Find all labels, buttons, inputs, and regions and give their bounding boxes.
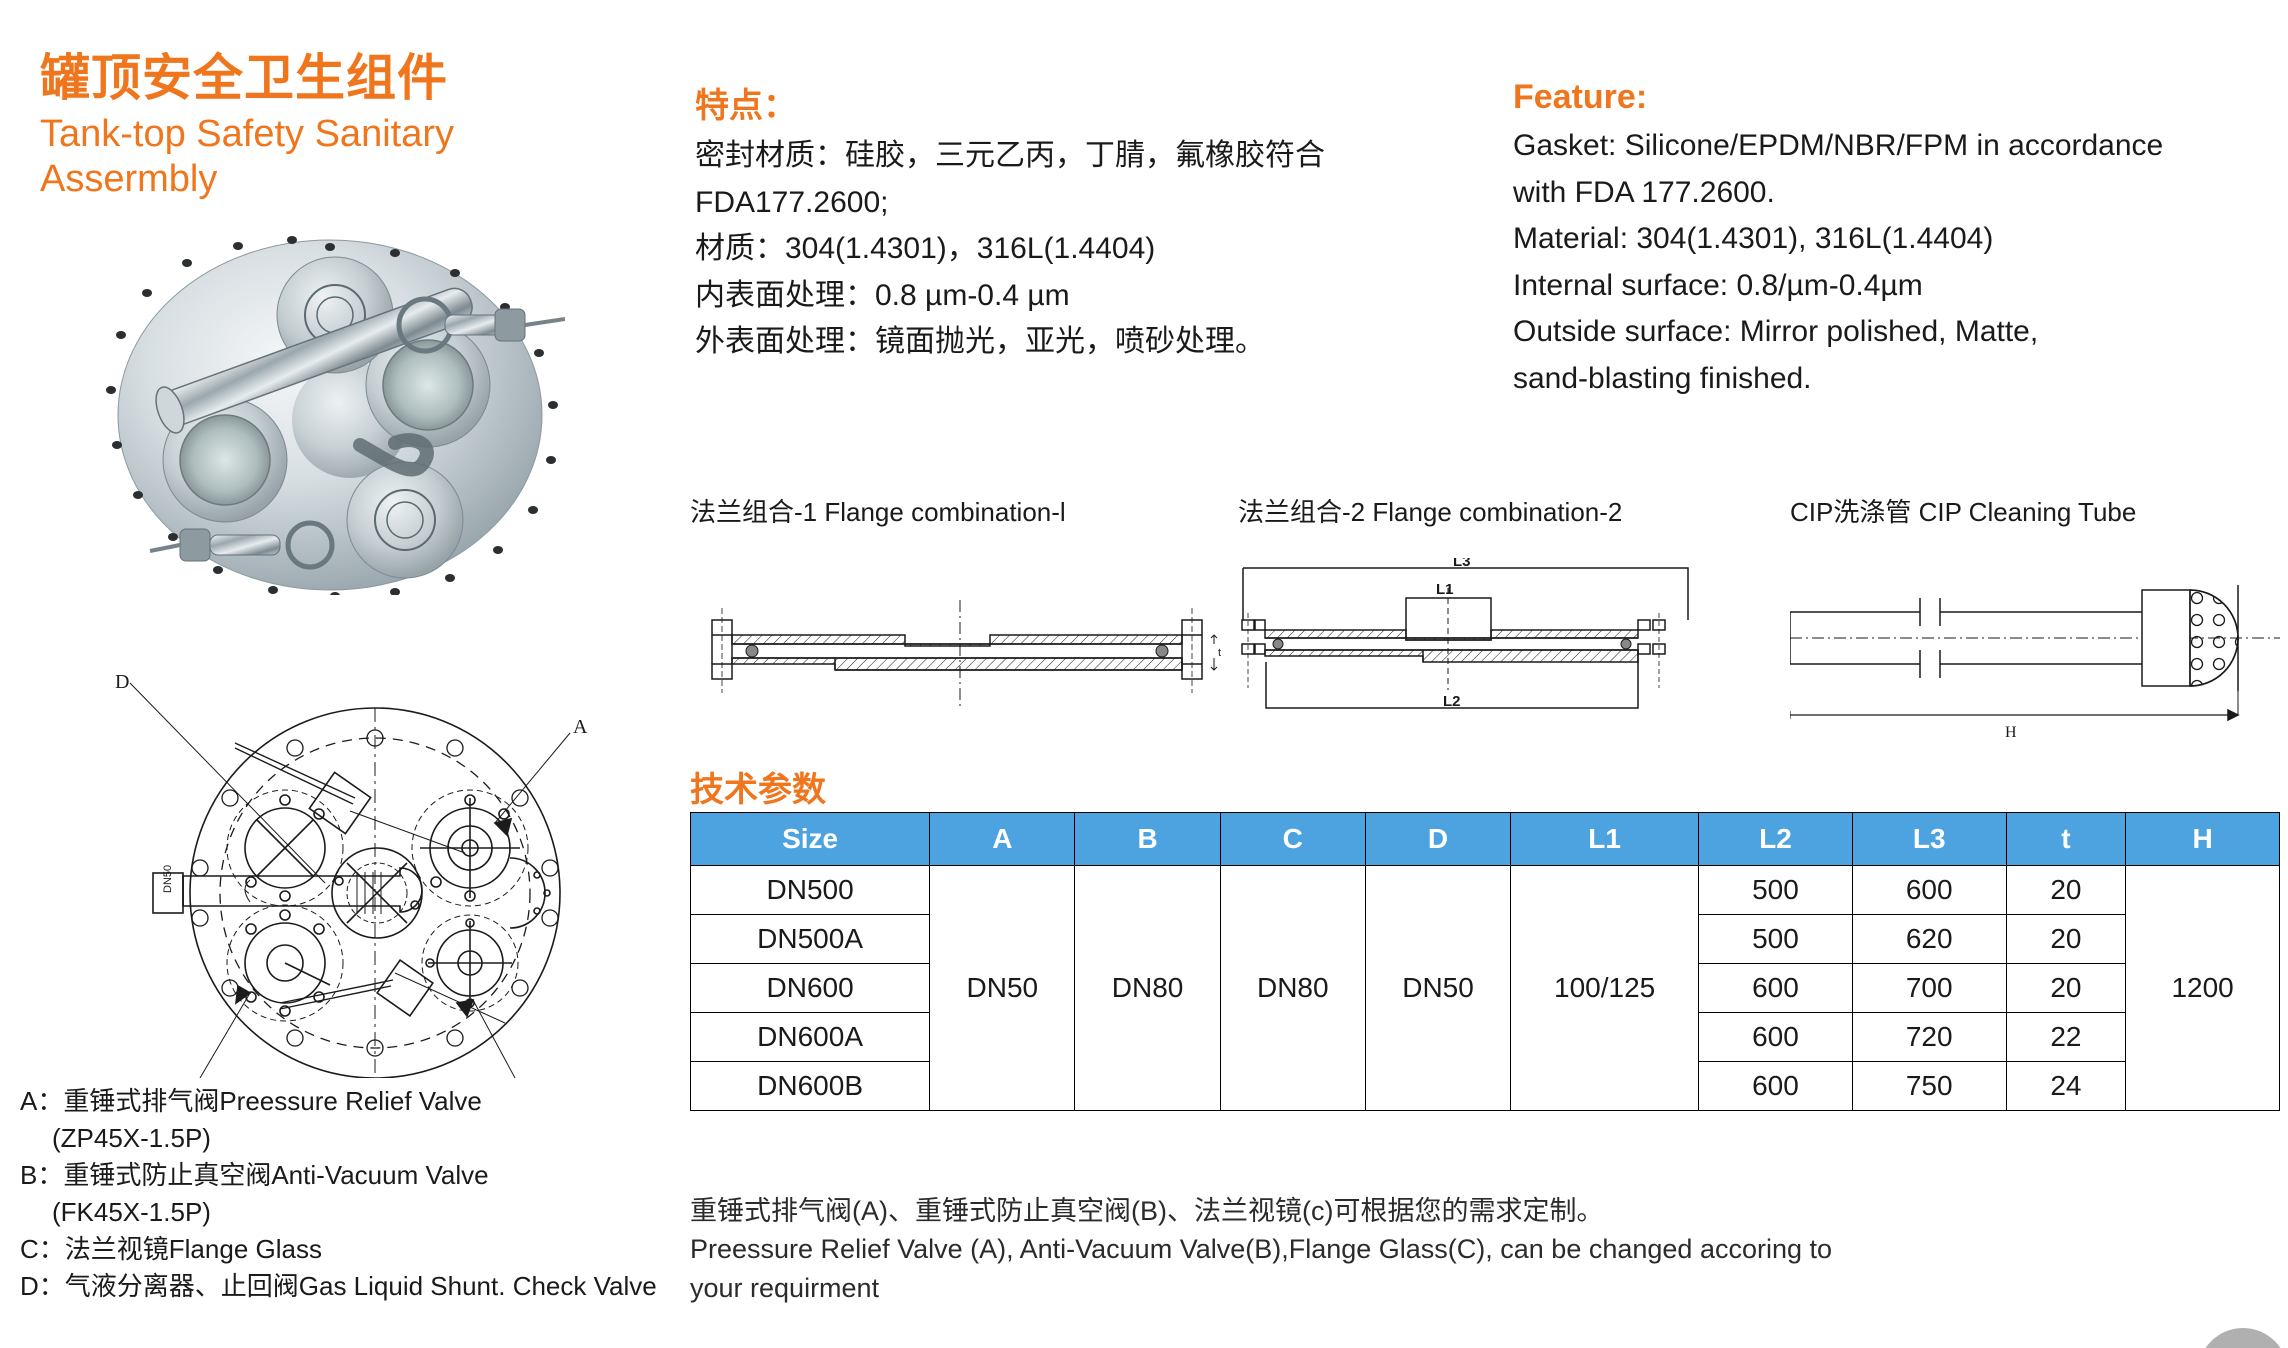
svg-text:H: H: [2005, 724, 2017, 740]
svg-text:DN50: DN50: [162, 865, 174, 893]
svg-text:L2: L2: [1443, 693, 1461, 710]
svg-text:D: D: [115, 671, 129, 693]
svg-text:t: t: [1218, 647, 1221, 659]
svg-text:L3: L3: [1453, 558, 1471, 570]
svg-text:L1: L1: [1436, 581, 1454, 598]
svg-text:A: A: [573, 716, 588, 738]
